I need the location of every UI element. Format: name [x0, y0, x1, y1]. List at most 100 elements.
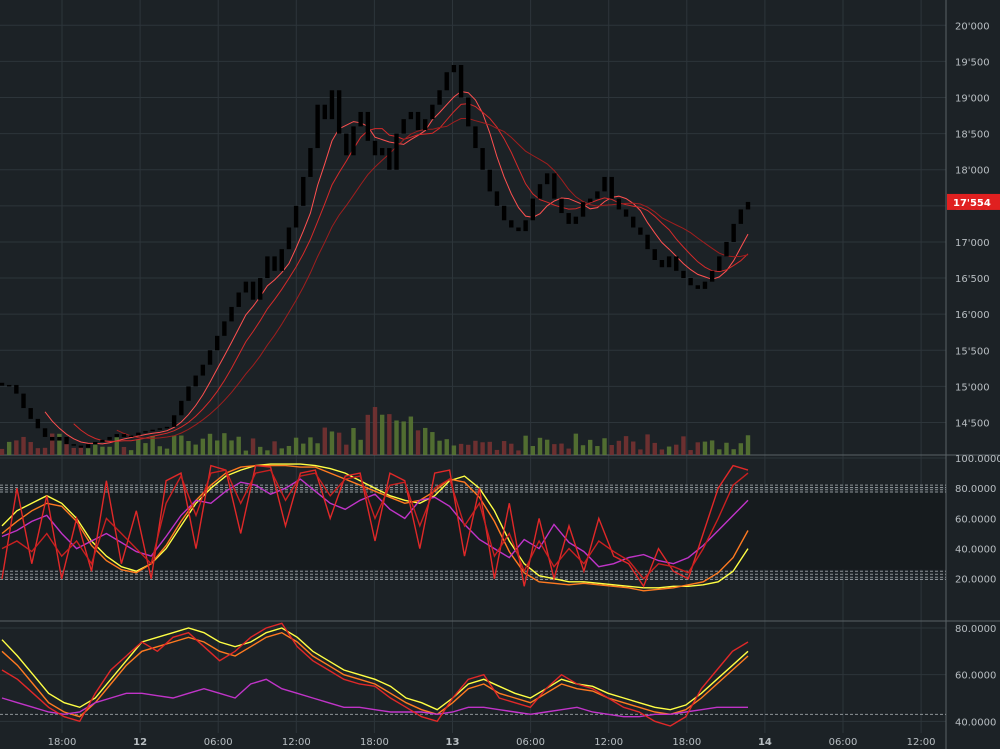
- candle-body: [573, 216, 579, 224]
- oscillator-1-series: [1, 464, 749, 588]
- candle-body: [602, 176, 607, 192]
- volume-bar: [544, 439, 550, 455]
- candle-body: [423, 119, 428, 130]
- candle-body: [100, 439, 105, 442]
- volume-bar: [423, 427, 428, 455]
- volume-bar: [121, 446, 127, 455]
- volume-bar: [587, 439, 593, 455]
- candle-body: [207, 350, 213, 365]
- volume-bar: [143, 443, 148, 455]
- candle-body: [458, 65, 464, 98]
- volume-bar: [559, 443, 564, 455]
- candle-body: [473, 126, 478, 149]
- volume-bar: [164, 448, 170, 455]
- candle-body: [666, 256, 672, 268]
- volume-bar: [193, 444, 198, 455]
- candle-body: [351, 126, 356, 156]
- candle-body: [408, 111, 414, 120]
- candle-body: [222, 321, 227, 336]
- candle-body: [587, 198, 593, 203]
- volume-bar: [243, 450, 249, 455]
- volume-bar: [738, 443, 744, 455]
- volume-bar: [415, 430, 421, 455]
- volume-bar: [537, 437, 543, 455]
- volume-bar: [250, 438, 256, 455]
- volume-bar: [516, 450, 521, 455]
- candle-body: [85, 444, 91, 448]
- candle-body: [401, 119, 406, 134]
- candle-body: [709, 270, 715, 282]
- volume-bar: [623, 436, 629, 455]
- volume-bar: [745, 435, 751, 455]
- candle-body: [652, 249, 657, 260]
- candle-body: [724, 241, 729, 257]
- volume-bar: [365, 414, 371, 455]
- volume-bar: [6, 441, 12, 455]
- candle-body: [466, 97, 471, 127]
- volume-bar: [566, 448, 571, 455]
- volume-bar: [702, 441, 708, 455]
- volume-bar: [157, 446, 163, 455]
- volume-bar: [150, 435, 155, 455]
- price-y-tick-label: 16'000: [955, 310, 990, 321]
- price-y-tick-label: 19'000: [955, 94, 990, 105]
- candle-body: [293, 205, 299, 228]
- volume-bar: [200, 438, 206, 455]
- candle-body: [530, 198, 536, 221]
- candle-body: [552, 173, 557, 199]
- oscillator-1-series: [1, 469, 749, 580]
- price-y-tick-label: 20'000: [955, 21, 990, 32]
- volume-bar: [466, 444, 471, 455]
- volume-bar: [57, 433, 62, 455]
- candle-body: [566, 213, 571, 224]
- candle-body: [143, 431, 148, 433]
- volume-bar: [71, 447, 76, 455]
- candle-body: [336, 90, 342, 134]
- volume-bar: [631, 441, 636, 455]
- volume-bar: [136, 439, 141, 455]
- volume-bar: [616, 440, 622, 455]
- volume-bar: [523, 435, 528, 455]
- x-tick-label: 12: [133, 737, 147, 748]
- price-y-tick-label: 14'500: [955, 419, 990, 430]
- candle-body: [738, 209, 744, 224]
- candle-body: [523, 220, 528, 232]
- candle-body: [78, 445, 84, 448]
- volume-bar: [85, 448, 91, 455]
- volume-bar: [171, 435, 177, 455]
- candle-body: [164, 426, 170, 429]
- x-tick-label: 18:00: [360, 737, 389, 748]
- candle-body: [279, 249, 284, 271]
- volume-bar: [50, 433, 55, 455]
- volume-bar: [42, 447, 48, 455]
- candle-body: [229, 306, 234, 322]
- volume-bar: [179, 435, 184, 455]
- axes: 20'00019'50019'00018'50018'00017'50017'0…: [48, 21, 1000, 748]
- volume-bar: [437, 440, 442, 455]
- volume-bar: [487, 441, 492, 455]
- candle-body: [93, 442, 98, 445]
- volume-bar: [372, 407, 378, 455]
- candle-body: [487, 169, 492, 192]
- moving-average-line: [116, 118, 749, 439]
- volume-bar: [451, 445, 457, 455]
- volume-bar: [401, 421, 406, 455]
- volume-bar: [530, 445, 536, 455]
- candle-body: [645, 234, 650, 250]
- candle-body: [35, 418, 41, 429]
- volume-bar: [473, 440, 478, 455]
- candle-body: [64, 436, 69, 445]
- current-price-badge: [947, 193, 1000, 210]
- oscillator-1-y-tick-label: 60.0000: [955, 514, 996, 525]
- candle-body: [379, 148, 385, 156]
- candle-body: [444, 72, 449, 91]
- volume-bar: [351, 428, 356, 455]
- volume-bar: [387, 414, 392, 455]
- x-tick-label: 18:00: [672, 737, 701, 748]
- candle-body: [638, 227, 643, 235]
- volume-bar: [595, 446, 600, 455]
- candle-body: [681, 270, 686, 279]
- candle-body: [537, 184, 543, 199]
